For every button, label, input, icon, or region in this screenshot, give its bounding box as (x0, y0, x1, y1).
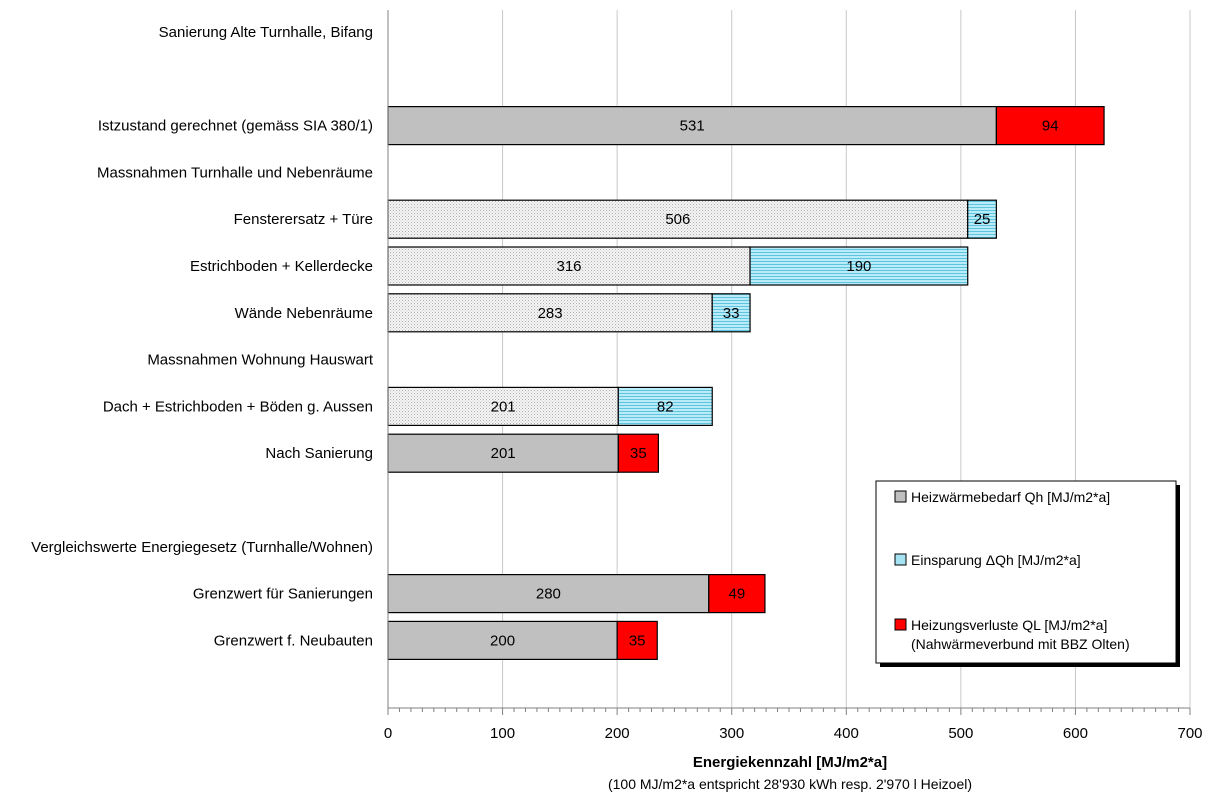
category-label: Estrichboden + Kellerdecke (190, 258, 373, 275)
data-label: 316 (557, 258, 582, 275)
x-tick-label: 100 (490, 725, 515, 742)
legend-label-note: (Nahwärmeverbund mit BBZ Olten) (911, 636, 1130, 652)
x-axis-note: (100 MJ/m2*a entspricht 28'930 kWh resp.… (608, 776, 972, 792)
legend-label: Heizwärmebedarf Qh [MJ/m2*a] (911, 489, 1110, 505)
data-label: 280 (536, 586, 561, 603)
legend-label: Heizungsverluste QL [MJ/m2*a] (911, 617, 1107, 633)
bar-dqh (617, 386, 713, 426)
bar-qh (387, 573, 710, 614)
category-label: Istzustand gerechnet (gemäss SIA 380/1) (98, 118, 373, 135)
data-label: 506 (665, 211, 690, 228)
legend: Heizwärmebedarf Qh [MJ/m2*a] Einsparung Δ… (875, 480, 1180, 667)
x-tick-label: 0 (384, 725, 392, 742)
data-label: 82 (657, 398, 674, 415)
x-tick-label: 700 (1177, 725, 1202, 742)
x-tick-label: 500 (948, 725, 973, 742)
data-label: 531 (680, 118, 705, 135)
category-label: Nach Sanierung (265, 445, 373, 462)
legend-box (875, 480, 1177, 664)
x-tick-label: 300 (719, 725, 744, 742)
legend-swatch-dqh (894, 553, 907, 566)
legend-swatch-qh (894, 490, 907, 503)
data-label: 35 (629, 632, 646, 649)
bar-dqh (711, 293, 751, 333)
data-label: 200 (490, 632, 515, 649)
bar-qh (387, 199, 969, 239)
data-label: 201 (491, 445, 516, 462)
category-label: Massnahmen Turnhalle und Nebenräume (97, 164, 373, 181)
data-label: 25 (974, 211, 991, 228)
bar-qh (387, 246, 751, 286)
bar-dqh (967, 199, 997, 239)
bar-qh (387, 293, 713, 333)
bar-dqh (749, 246, 969, 286)
category-label: Dach + Estrichboden + Böden g. Aussen (103, 398, 373, 415)
x-axis: 0 100 200 300 400 500 600 700 Energiekennzahl [M… (384, 10, 1203, 792)
category-label: Grenzwert f. Neubauten (214, 632, 373, 649)
bar-qh (387, 386, 619, 426)
x-axis-title: Energiekennzahl [MJ/m2*a] (693, 754, 887, 771)
bar-ql (616, 620, 658, 661)
x-tick-label: 200 (605, 725, 630, 742)
data-label: 49 (729, 586, 746, 603)
data-label: 190 (846, 258, 871, 275)
bar-ql (617, 433, 659, 473)
data-label: 201 (491, 398, 516, 415)
legend-swatch-ql (894, 618, 907, 631)
data-label: 35 (630, 445, 647, 462)
category-label: Wände Nebenräume (235, 305, 373, 322)
data-label: 283 (538, 305, 563, 322)
legend-label: Einsparung ΔQh [MJ/m2*a] (911, 552, 1081, 568)
category-label: Sanierung Alte Turnhalle, Bifang (159, 24, 373, 41)
category-label: Grenzwert für Sanierungen (193, 586, 373, 603)
category-label: Fensterersatz + Türe (234, 211, 373, 228)
data-label: 94 (1042, 118, 1059, 135)
bar-ql (995, 105, 1105, 146)
category-label: Massnahmen Wohnung Hauswart (147, 352, 374, 369)
x-tick-label: 400 (834, 725, 859, 742)
bar-ql (708, 573, 766, 614)
data-label: 33 (723, 305, 740, 322)
x-tick-label: 600 (1063, 725, 1088, 742)
bar-qh (387, 620, 618, 661)
bars: 531 94 506 25 316 190 283 33 201 82 201 35 280 49 200 3… (387, 105, 1105, 661)
category-label: Vergleichswerte Energiegesetz (Turnhalle… (31, 539, 373, 556)
category-labels: Sanierung Alte Turnhalle, Bifang Istzusta… (31, 24, 374, 649)
